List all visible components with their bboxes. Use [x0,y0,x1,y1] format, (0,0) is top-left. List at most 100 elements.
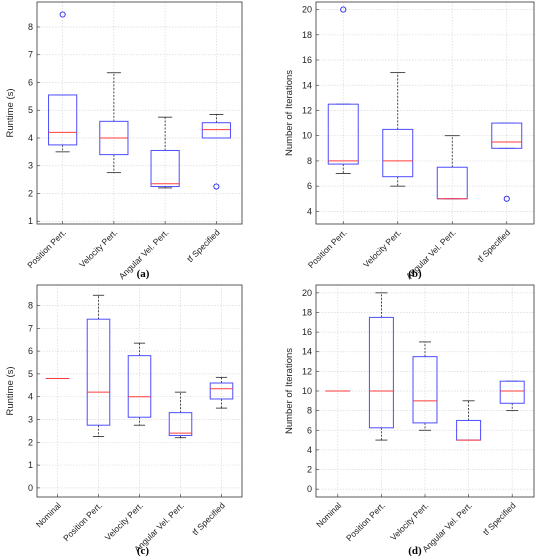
x-tick-label: Nominal [34,500,63,529]
y-tick-label: 7 [28,50,33,60]
y-axis-label: Number of Iterations [284,348,295,434]
y-tick-label: 12 [302,366,312,376]
y-tick-label: 7 [28,323,33,333]
y-tick-label: 4 [28,392,33,402]
plot-area [316,2,534,224]
chart-panel-3: 0 2 4 6 8 10 12 14 16 18 20 Nominal Position Pert. Ve… [284,284,535,554]
y-tick-label: 6 [307,425,312,435]
x-tick-label: Velocity Pert. [103,500,145,542]
box-2 [412,341,438,431]
box-iqr [368,316,394,429]
y-tick-label: 18 [302,307,312,317]
y-tick-label: 4 [28,133,33,143]
y-tick-label: 8 [28,22,33,32]
plot-frame [315,1,535,225]
box-3 [168,391,193,439]
y-tick-label: 12 [302,105,312,115]
plot-frame [36,284,243,498]
y-tick-label: 2 [307,465,312,475]
box-1 [382,72,414,187]
y-tick-label: 14 [302,80,312,90]
box-0 [48,11,78,153]
plot-area [37,2,242,224]
y-tick-label: 0 [307,484,312,494]
y-tick-label: 16 [302,327,312,337]
y-tick-label: 4 [307,206,312,216]
plot-frame [36,1,243,225]
x-tick-label: Position Pert. [344,500,387,543]
y-axis-label: Runtime (s) [5,366,16,415]
box-iqr [327,103,359,165]
y-tick-label: 1 [28,216,33,226]
box-iqr [201,122,231,139]
box-1 [86,294,111,437]
y-tick-label: 6 [28,77,33,87]
box-2 [127,342,152,426]
x-tick-label: Velocity Pert. [361,227,403,269]
y-tick-label: 2 [28,437,33,447]
box-3 [456,400,482,441]
panel-c-caption: (c) [136,545,150,557]
outlier-point [59,11,66,18]
outlier-point [503,195,510,202]
x-tick-label: Velocity Pert. [388,500,430,542]
x-tick-label: Velocity Pert. [77,227,119,269]
box-iqr [86,318,111,426]
plot-frame [315,284,535,498]
y-tick-label: 8 [307,156,312,166]
x-tick-label: tf Specified [190,500,227,537]
y-tick-label: 6 [307,181,312,191]
box-iqr [168,412,193,436]
box-1 [368,292,394,441]
y-tick-label: 5 [28,105,33,115]
y-tick-label: 3 [28,414,33,424]
y-tick-label: 14 [302,347,312,357]
y-tick-label: 1 [28,460,33,470]
box-iqr [499,380,525,404]
panel-a-caption: (a) [136,268,150,280]
box-iqr [127,355,152,418]
y-tick-label: 6 [28,346,33,356]
box-iqr [209,382,234,400]
box-2 [436,135,468,200]
y-tick-label: 3 [28,161,33,171]
y-tick-label: 10 [302,131,312,141]
outlier-point [213,183,220,190]
box-iqr [412,356,438,424]
box-1 [99,72,129,174]
x-tick-label: Position Pert. [25,227,68,270]
x-tick-label: tf Specified [481,500,518,537]
y-tick-label: 2 [28,188,33,198]
y-tick-label: 20 [302,5,312,15]
y-tick-label: 10 [302,386,312,396]
x-tick-label: tf Specified [185,227,222,264]
x-tick-label: Position Pert. [61,500,104,543]
panel-d-caption: (d) [408,545,422,557]
box-3 [201,113,231,190]
y-axis-label: Number of Iterations [284,70,295,156]
x-tick-label: tf Specified [475,227,512,264]
box-3 [491,122,523,202]
box-iqr [48,94,78,146]
y-tick-label: 18 [302,30,312,40]
outlier-point [340,6,347,13]
box-2 [150,116,180,189]
x-tick-label: Nominal [314,500,343,529]
y-tick-label: 4 [307,445,312,455]
box-iqr [382,128,414,178]
x-tick-label: Position Pert. [306,227,349,270]
box-iqr [491,122,523,149]
y-tick-label: 8 [307,406,312,416]
panel-b-caption: (b) [408,268,422,280]
y-tick-label: 16 [302,55,312,65]
y-axis-label: Runtime (s) [5,88,16,137]
y-tick-label: 8 [28,301,33,311]
y-tick-label: 5 [28,369,33,379]
box-iqr [150,149,180,188]
y-tick-label: 0 [28,483,33,493]
y-tick-label: 20 [302,288,312,298]
box-4 [499,380,525,412]
